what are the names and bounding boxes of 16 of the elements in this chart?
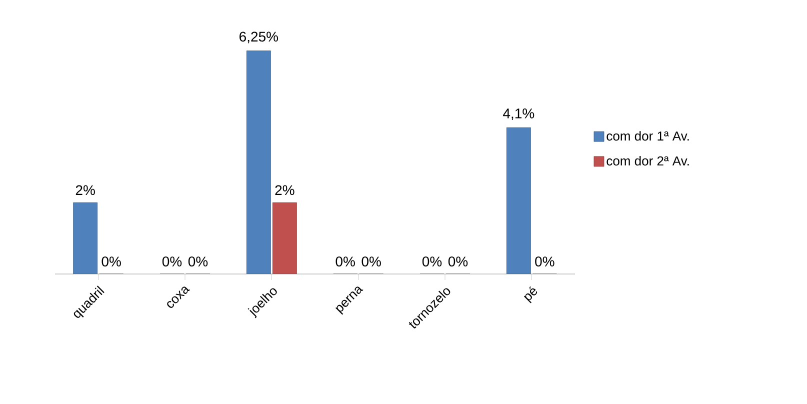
data-label: 0%: [336, 256, 355, 266]
data-label: 4,1%: [503, 108, 534, 120]
legend-label: com dor 2ª Av.: [606, 156, 689, 166]
data-label: 2%: [76, 185, 95, 196]
data-label: 0%: [535, 256, 554, 266]
data-label: 0%: [188, 256, 208, 266]
x-tick-label: pé: [524, 286, 538, 304]
data-label: 2%: [275, 185, 294, 196]
legend-label: com dor 1ª Av.: [606, 131, 689, 141]
data-label: 0%: [102, 256, 121, 266]
data-label: 0%: [422, 256, 442, 266]
data-label: 6,25%: [240, 32, 278, 44]
x-tick-label: coxa: [167, 286, 190, 308]
data-label: 0%: [448, 256, 468, 266]
data-label: 0%: [362, 256, 381, 266]
data-label: 0%: [162, 256, 182, 266]
